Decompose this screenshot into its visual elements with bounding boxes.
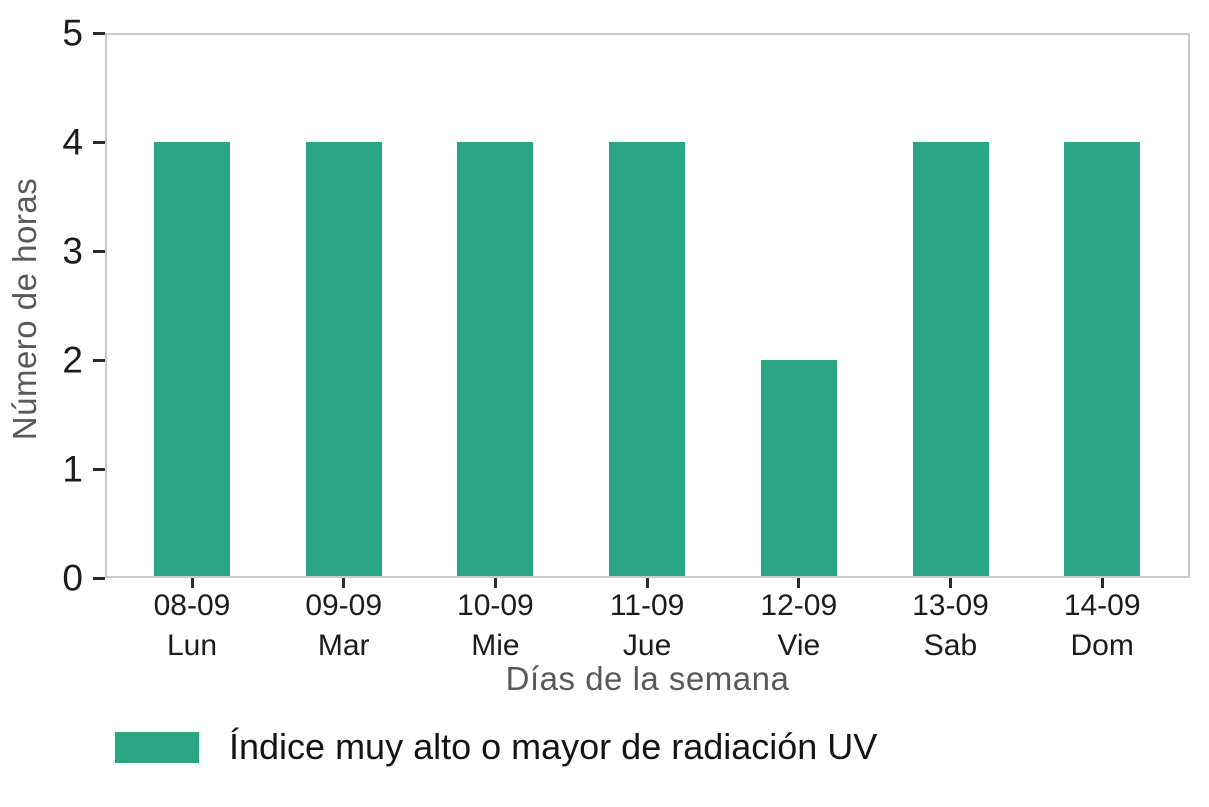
x-tick-mark	[645, 578, 649, 588]
x-axis-label: Días de la semana	[505, 660, 790, 697]
x-tick-date: 12-09	[760, 589, 838, 622]
bar-vie	[760, 360, 837, 576]
y-axis-label: Número de horas	[6, 177, 43, 441]
y-tick-label: 0	[62, 557, 83, 599]
x-tick-day: Jue	[622, 629, 672, 662]
y-tick-mark	[93, 31, 105, 35]
x-tick-mark	[190, 578, 194, 588]
y-tick-mark	[93, 140, 105, 144]
bar-jue	[609, 142, 686, 576]
x-tick-date: 14-09	[1063, 589, 1141, 622]
y-tick-label: 5	[62, 12, 83, 54]
y-tick-label: 4	[62, 121, 83, 163]
x-tick-label-vie: 12-09 Vie	[719, 586, 879, 666]
y-tick-mark	[93, 249, 105, 253]
legend-swatch	[115, 731, 199, 763]
y-tick-label: 1	[62, 448, 83, 490]
x-tick-label-mar: 09-09 Mar	[264, 586, 424, 666]
y-tick-label: 2	[62, 339, 83, 381]
x-tick-mark	[342, 578, 346, 588]
y-tick-mark	[93, 467, 105, 471]
x-tick-label-dom: 14-09 Dom	[1022, 586, 1182, 666]
x-tick-day: Dom	[1070, 629, 1134, 662]
x-tick-day: Vie	[777, 629, 821, 662]
x-tick-mark	[1100, 578, 1104, 588]
x-tick-label-sab: 13-09 Sab	[871, 586, 1031, 666]
x-tick-label-jue: 11-09 Jue	[567, 586, 727, 666]
y-tick-mark	[93, 358, 105, 362]
x-tick-date: 08-09	[153, 589, 231, 622]
legend: Índice muy alto o mayor de radiación UV	[115, 726, 877, 768]
legend-label: Índice muy alto o mayor de radiación UV	[229, 726, 878, 767]
x-tick-day: Mie	[471, 629, 520, 662]
bar-mie	[457, 142, 534, 576]
x-tick-day: Mar	[317, 629, 370, 662]
x-tick-date: 11-09	[609, 589, 685, 622]
y-tick-label: 3	[62, 230, 83, 272]
x-tick-mark	[493, 578, 497, 588]
x-tick-day: Lun	[166, 629, 218, 662]
x-tick-date: 13-09	[912, 589, 989, 622]
x-tick-mark	[797, 578, 801, 588]
x-tick-mark	[949, 578, 952, 588]
bar-dom	[1064, 142, 1141, 576]
x-tick-day: Sab	[923, 629, 978, 662]
bar-lun	[154, 142, 230, 576]
y-tick-mark	[93, 576, 105, 580]
x-tick-label-lun: 08-09 Lun	[112, 586, 272, 666]
x-tick-date: 09-09	[305, 589, 383, 622]
x-tick-date: 10-09	[457, 589, 534, 622]
bar-sab	[912, 142, 989, 576]
bar-mar	[305, 142, 382, 576]
x-tick-label-mie: 10-09 Mie	[415, 586, 575, 666]
